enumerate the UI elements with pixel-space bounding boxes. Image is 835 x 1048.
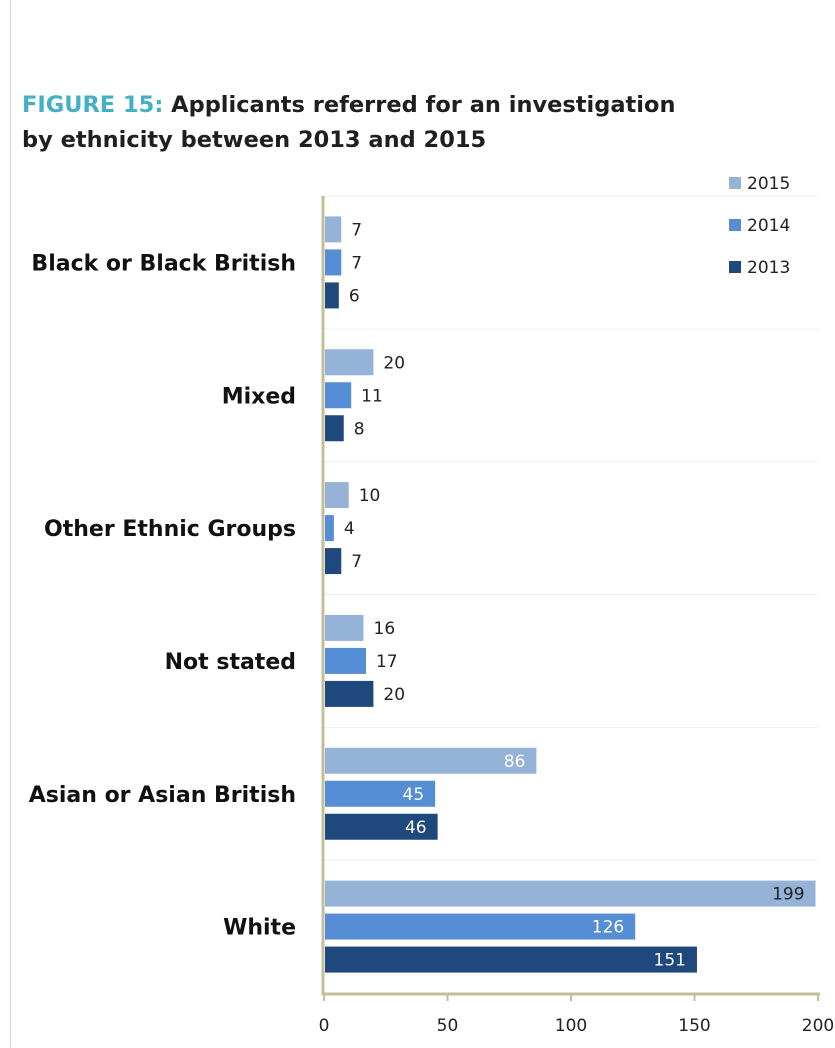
data-label-2015: 10 (359, 486, 381, 506)
legend-label-2014: 2014 (747, 216, 790, 236)
figure-title-line2: by ethnicity between 2013 and 2015 (22, 127, 487, 153)
data-label-2013: 20 (383, 685, 405, 705)
legend-swatch-2013 (729, 261, 741, 273)
legend-swatch-2015 (729, 177, 741, 189)
bar-2014 (325, 647, 366, 674)
category-label: Asian or Asian British (29, 783, 296, 808)
x-tick-label: 200 (802, 1016, 834, 1036)
bar-2015 (325, 747, 537, 774)
bar-2014 (325, 780, 436, 807)
data-label-2013: 151 (654, 951, 686, 971)
figure-number: FIGURE 15: (22, 92, 164, 118)
legend-swatch-2014 (729, 219, 741, 231)
data-label-2013: 6 (349, 286, 360, 306)
data-label-2015: 86 (504, 752, 526, 772)
category-label: Mixed (222, 384, 296, 409)
x-tick-label: 100 (555, 1016, 587, 1036)
bar-2013 (325, 813, 438, 840)
bar-2015 (325, 349, 374, 376)
category-label: Not stated (165, 650, 296, 675)
bar-2015 (325, 880, 816, 907)
bar-2014 (325, 913, 636, 940)
bar-2015 (325, 216, 342, 243)
data-label-2015: 16 (374, 619, 396, 639)
data-label-2015: 20 (383, 353, 405, 373)
bar-2013 (325, 548, 342, 575)
data-label-2014: 126 (592, 918, 624, 938)
bar-2013 (325, 415, 344, 442)
bar-2014 (325, 382, 352, 409)
bar-2015 (325, 614, 364, 641)
legend-label-2013: 2013 (747, 258, 790, 278)
x-tick-label: 50 (437, 1016, 459, 1036)
data-label-2013: 8 (354, 419, 365, 439)
data-label-2013: 7 (351, 552, 362, 572)
data-label-2014: 11 (361, 386, 383, 406)
figure-title: FIGURE 15: Applicants referred for an in… (22, 88, 722, 158)
data-label-2015: 7 (351, 220, 362, 240)
bar-2013 (325, 946, 697, 973)
data-label-2014: 45 (403, 785, 425, 805)
category-label: White (223, 916, 296, 941)
bar-2014 (325, 249, 342, 276)
bar-2013 (325, 680, 374, 707)
data-label-2013: 46 (405, 818, 427, 838)
bar-2013 (325, 282, 339, 309)
data-label-2014: 4 (344, 519, 355, 539)
data-label-2014: 7 (351, 253, 362, 273)
bar-2015 (325, 482, 349, 509)
legend-label-2015: 2015 (747, 174, 790, 194)
data-label-2015: 199 (772, 885, 804, 905)
category-label: Black or Black British (31, 251, 296, 276)
x-tick-label: 150 (678, 1016, 710, 1036)
x-tick-label: 0 (319, 1016, 330, 1036)
category-label: Other Ethnic Groups (44, 517, 296, 542)
bar-2014 (325, 515, 334, 542)
page-left-rule (10, 0, 11, 1048)
data-label-2014: 17 (376, 652, 398, 672)
figure-title-line1: Applicants referred for an investigation (171, 92, 676, 118)
